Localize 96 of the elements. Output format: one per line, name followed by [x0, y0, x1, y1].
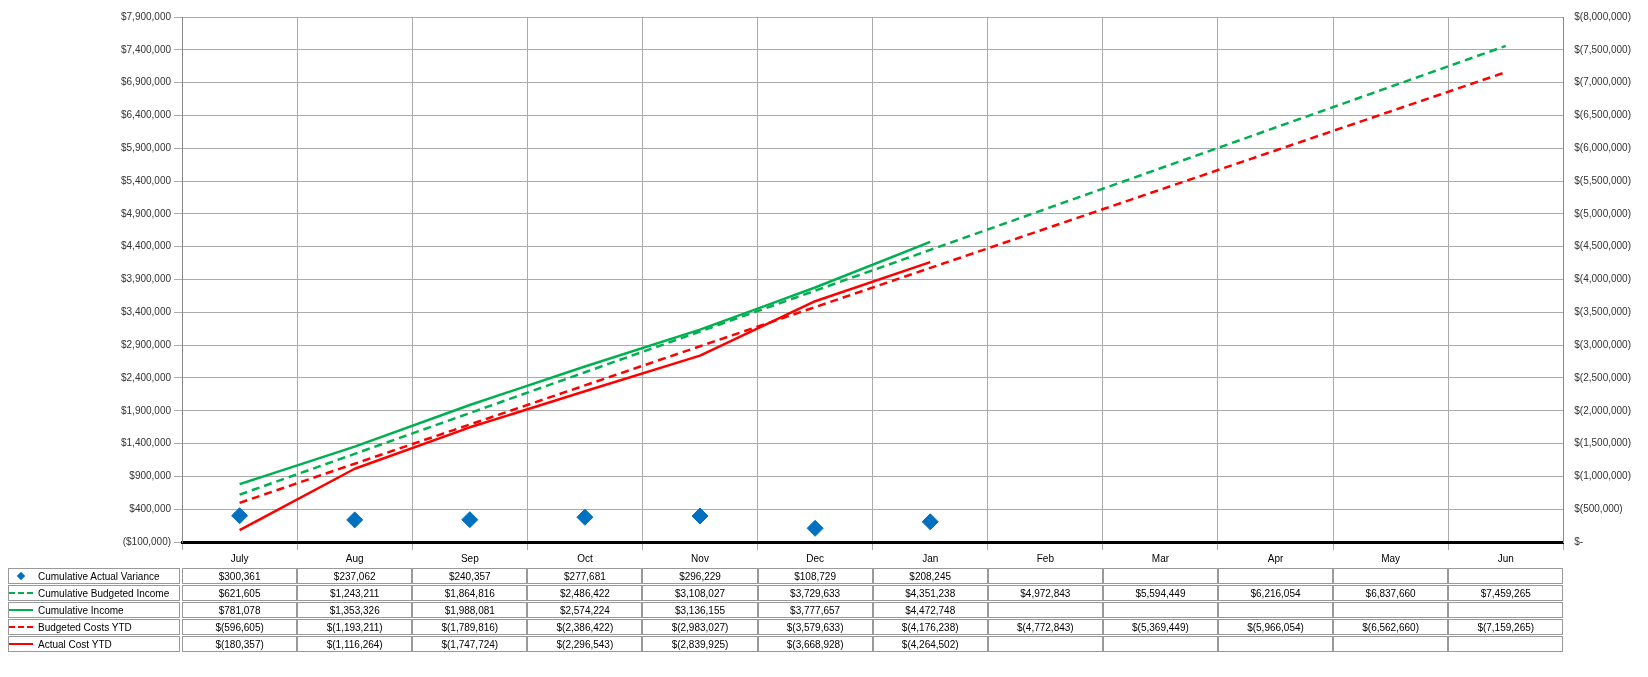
y2-tick-label: $(2,500,000) — [1574, 371, 1632, 383]
data-label: $(2,839,925) — [642, 636, 758, 652]
y-tick-label: $5,400,000 — [120, 174, 172, 186]
data-label: $208,245 — [872, 568, 988, 584]
data-label: $(5,966,054) — [1217, 619, 1334, 635]
data-label: $300,361 — [182, 568, 298, 584]
data-label: $3,777,657 — [757, 602, 873, 618]
y2-tick-label: $(8,000,000) — [1574, 10, 1632, 22]
data-label: $237,062 — [297, 568, 413, 584]
data-label: $2,574,224 — [527, 602, 643, 618]
y-tick-label: $4,400,000 — [120, 240, 172, 252]
data-label: $(1,116,264) — [297, 636, 413, 652]
data-label: $6,837,660 — [1333, 585, 1449, 601]
x-tick-label: Dec — [806, 552, 825, 564]
y-tick-label: $7,900,000 — [120, 10, 172, 22]
data-label: $1,988,081 — [412, 602, 528, 618]
data-label: $(2,983,027) — [642, 619, 758, 635]
data-label: $(2,386,422) — [527, 619, 643, 635]
data-label: $781,078 — [182, 602, 298, 618]
y2-tick-label: $(3,500,000) — [1574, 306, 1632, 318]
y-tick-label: $5,900,000 — [120, 142, 172, 153]
y-tick-label: ($100,000) — [122, 535, 172, 547]
y-tick-label: $3,400,000 — [120, 306, 172, 318]
data-label: $(596,605) — [182, 619, 298, 635]
data-label: $(1,789,816) — [412, 619, 528, 635]
data-label: $4,351,238 — [872, 585, 988, 601]
y-tick-label: $4,900,000 — [120, 207, 172, 219]
x-tick-label: Oct — [577, 552, 593, 564]
data-label: $2,486,422 — [527, 585, 643, 601]
y2-tick-label: $(4,500,000) — [1574, 240, 1632, 252]
data-label: $3,108,027 — [642, 585, 758, 601]
y-tick-label: $1,400,000 — [120, 437, 172, 449]
data-label: $(3,668,928) — [757, 636, 873, 652]
x-tick-label: Nov — [691, 552, 709, 564]
data-label: $6,216,054 — [1217, 585, 1334, 601]
data-label: $(4,772,843) — [987, 619, 1103, 635]
y2-tick-label: $(500,000) — [1574, 502, 1623, 514]
y-tick-label: $2,900,000 — [120, 338, 172, 350]
x-tick-label: May — [1381, 552, 1401, 564]
y2-tick-label: $(2,000,000) — [1574, 404, 1632, 416]
data-label: $108,729 — [757, 568, 873, 584]
data-label: $5,594,449 — [1102, 585, 1218, 601]
data-label: $(5,369,449) — [1102, 619, 1218, 635]
y-tick-label: $6,400,000 — [120, 109, 172, 121]
data-label: $296,229 — [642, 568, 758, 584]
data-label: $(1,193,211) — [297, 619, 413, 635]
x-tick-label: Apr — [1267, 552, 1284, 564]
legend-label: Cumulative Budgeted Income — [38, 587, 170, 599]
data-label: $4,972,843 — [987, 585, 1103, 601]
data-label: $(1,747,724) — [412, 636, 528, 652]
x-tick-label: Jan — [922, 552, 939, 564]
y2-tick-label: $(6,000,000) — [1574, 142, 1632, 153]
data-label: $7,459,265 — [1448, 585, 1564, 601]
x-tick-label: Sep — [460, 552, 480, 564]
y2-tick-label: $(3,000,000) — [1574, 338, 1632, 350]
legend-label: Budgeted Costs YTD — [38, 621, 132, 633]
data-label: $(3,579,633) — [757, 619, 873, 635]
y2-tick-label: $(6,500,000) — [1574, 109, 1632, 121]
data-label: $1,353,326 — [297, 602, 413, 618]
data-label: $(6,562,660) — [1333, 619, 1449, 635]
data-label: $277,681 — [527, 568, 643, 584]
data-label: $1,243,211 — [297, 585, 413, 601]
data-label: $3,136,155 — [642, 602, 758, 618]
data-label: $(2,296,543) — [527, 636, 643, 652]
y-tick-label: $2,400,000 — [120, 371, 172, 383]
y-tick-label: $400,000 — [129, 502, 172, 514]
y2-tick-label: $(1,000,000) — [1574, 470, 1632, 482]
y2-tick-label: $(7,500,000) — [1574, 43, 1632, 55]
y-tick-label: $7,400,000 — [120, 43, 172, 55]
y2-tick-label: $- — [1574, 535, 1584, 547]
x-tick-label: Feb — [1036, 552, 1055, 564]
legend-label: Cumulative Actual Variance — [38, 570, 160, 582]
legend-label: Cumulative Income — [38, 604, 124, 616]
y-tick-label: $1,900,000 — [120, 404, 172, 416]
x-tick-label: Aug — [345, 552, 364, 564]
y2-tick-label: $(5,500,000) — [1574, 174, 1632, 186]
y2-tick-label: $(7,000,000) — [1574, 76, 1632, 88]
data-label: $1,864,816 — [412, 585, 528, 601]
data-label: $3,729,633 — [757, 585, 873, 601]
y-tick-label: $3,900,000 — [120, 273, 172, 285]
y2-tick-label: $(1,500,000) — [1574, 437, 1632, 449]
y2-tick-label: $(5,000,000) — [1574, 207, 1632, 219]
data-label: $240,357 — [412, 568, 528, 584]
y-tick-label: $900,000 — [129, 470, 172, 482]
x-tick-label: July — [230, 552, 249, 564]
data-label: $(180,357) — [182, 636, 298, 652]
data-label: $621,605 — [182, 585, 298, 601]
data-label: $(4,176,238) — [872, 619, 988, 635]
y-tick-label: $6,900,000 — [120, 76, 172, 88]
legend-label: Actual Cost YTD — [38, 638, 112, 650]
y2-tick-label: $(4,000,000) — [1574, 273, 1632, 285]
data-label: $(7,159,265) — [1448, 619, 1564, 635]
x-tick-label: Mar — [1151, 552, 1170, 564]
x-tick-label: Jun — [1497, 552, 1514, 564]
data-label: $(4,264,502) — [872, 636, 988, 652]
data-label: $4,472,748 — [872, 602, 988, 618]
